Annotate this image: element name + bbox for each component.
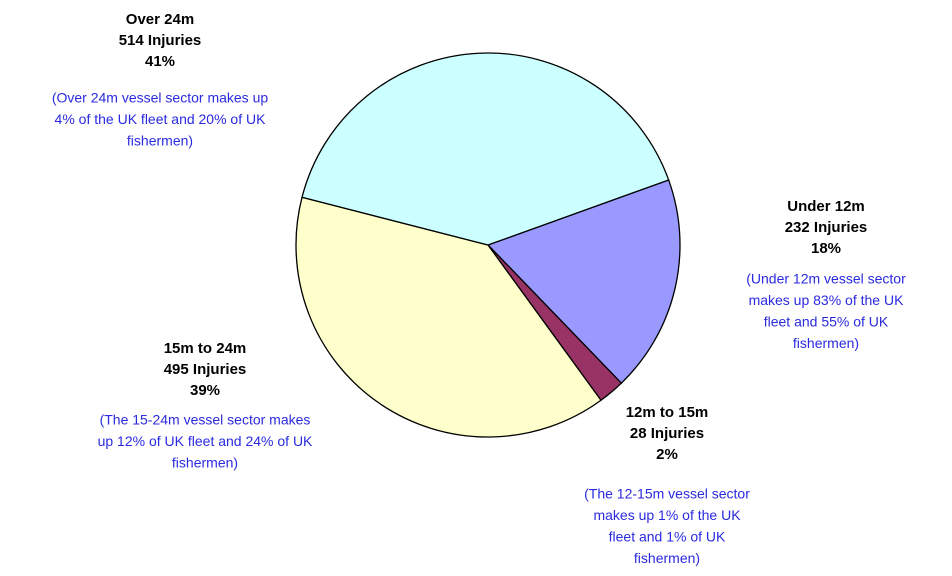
- percent-label: 39%: [190, 382, 220, 399]
- pie-slice: [486, 179, 681, 385]
- note-line: makes up 83% of the UK: [749, 292, 905, 308]
- value-label: 495 Injuries: [164, 361, 247, 378]
- slice-label: Over 24m: [126, 11, 194, 28]
- note-line: fleet and 1% of UK: [609, 529, 726, 545]
- pie-slice: [301, 52, 670, 246]
- note-line: fishermen): [127, 133, 193, 149]
- percent-label: 18%: [811, 240, 841, 257]
- pie-slice: [295, 196, 602, 438]
- note-line: fishermen): [634, 550, 700, 566]
- value-label: 232 Injuries: [785, 219, 868, 236]
- value-label: 514 Injuries: [119, 32, 202, 49]
- note-line: fleet and 55% of UK: [764, 314, 889, 330]
- note-line: makes up 1% of the UK: [593, 507, 741, 523]
- note-line: 4% of the UK fleet and 20% of UK: [55, 111, 267, 127]
- note-line: (Under 12m vessel sector: [746, 271, 906, 287]
- value-label: 28 Injuries: [630, 425, 704, 442]
- percent-label: 41%: [145, 53, 175, 70]
- note-line: fishermen): [172, 455, 238, 471]
- note-line: (The 12-15m vessel sector: [584, 486, 750, 502]
- note-line: up 12% of UK fleet and 24% of UK: [98, 433, 313, 449]
- slice-label: 12m to 15m: [626, 404, 709, 421]
- percent-label: 2%: [656, 446, 678, 463]
- note-line: (The 15-24m vessel sector makes: [100, 412, 311, 428]
- slice-label: Under 12m: [787, 198, 865, 215]
- slice-label: 15m to 24m: [164, 340, 247, 357]
- note-line: fishermen): [793, 335, 859, 351]
- note-line: (Over 24m vessel sector makes up: [52, 90, 269, 106]
